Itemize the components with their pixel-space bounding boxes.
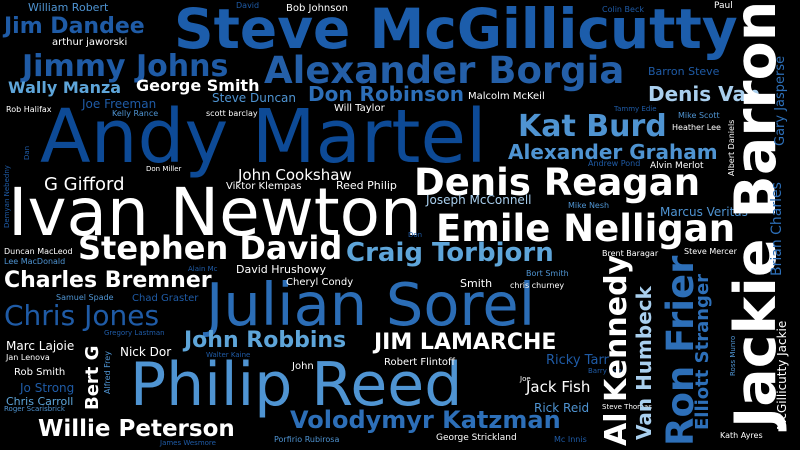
cloud-word: Wally Manza — [8, 78, 122, 97]
cloud-word: Steve Duncan — [212, 91, 297, 105]
cloud-word-vertical: Ross Munro — [729, 335, 737, 376]
cloud-word: Chris Carroll — [6, 395, 74, 408]
cloud-word: Chris Jones — [4, 299, 160, 332]
cloud-word: Barry Lane — [588, 367, 627, 375]
cloud-word: Mike Nesh — [568, 201, 610, 210]
cloud-word: Mc Innis — [554, 435, 587, 444]
cloud-word: Jim Dandee — [4, 14, 145, 39]
cloud-word: Don — [408, 231, 423, 239]
cloud-word: Gregory Lastman — [104, 329, 165, 337]
cloud-word: Charles Bremner — [4, 268, 212, 293]
cloud-word: Rob Halifax — [6, 105, 52, 114]
cloud-word: Alexander Graham — [508, 140, 718, 164]
cloud-word: George Smith — [136, 76, 260, 95]
cloud-word: Steve McGillicutty — [174, 0, 738, 61]
cloud-word: Ricky Tarr — [546, 353, 609, 368]
cloud-word: Craig Torbjorn — [346, 238, 554, 268]
cloud-word: Lee MacDonald — [4, 257, 66, 266]
cloud-word: Paul — [714, 1, 733, 11]
cloud-word-vertical: Dan — [23, 145, 31, 160]
cloud-word-vertical: Elliott Stranger — [692, 273, 713, 430]
cloud-word: Heather Lee — [672, 123, 721, 132]
cloud-word: Willie Peterson — [38, 416, 235, 442]
cloud-word: scott barclay — [206, 109, 258, 118]
cloud-word: Smith — [460, 277, 493, 290]
cloud-word: Jo Strong — [20, 381, 75, 395]
cloud-word: Kath Ayres — [720, 431, 763, 440]
cloud-word: Will Taylor — [334, 103, 385, 114]
cloud-word: Jimmy Johns — [22, 49, 229, 84]
cloud-word: Steve Mercer — [684, 247, 737, 256]
cloud-word: Jack Fish — [526, 378, 591, 396]
cloud-word-vertical: Van Humbeck — [632, 286, 656, 440]
cloud-word: John Robbins — [184, 328, 347, 353]
cloud-word: Emile Nelligan — [436, 207, 736, 250]
cloud-word: Roger Scarisbrick — [4, 405, 65, 413]
cloud-word: John — [292, 361, 314, 372]
cloud-word: Samuel Spade — [56, 293, 114, 302]
cloud-word: Steve Thomas — [602, 403, 652, 411]
cloud-word: Philip Reed — [130, 350, 463, 420]
cloud-word: Alexander Borgia — [264, 49, 625, 92]
cloud-word: Duncan MacLeod — [4, 247, 73, 256]
cloud-word: William Robert — [28, 1, 109, 14]
cloud-word: Joe — [520, 375, 531, 383]
cloud-word: Volodymyr Katzman — [290, 406, 561, 434]
cloud-word: Marcus Veritas — [660, 205, 748, 219]
cloud-word-vertical: Gary Jasperse — [773, 55, 788, 146]
cloud-word: Barron Steve — [648, 65, 720, 78]
cloud-word: Rob Smith — [14, 367, 66, 378]
cloud-word: Alvin Merlot — [650, 161, 704, 171]
cloud-word: Bort Smith — [526, 269, 569, 278]
cloud-word: George Strickland — [436, 433, 517, 443]
cloud-word: Julian Sorel — [206, 270, 536, 339]
cloud-word-vertical: McGillicutty Jackie — [775, 320, 789, 430]
cloud-word: Colin Beck — [602, 5, 644, 14]
cloud-word: Porfirio Rubirosa — [274, 435, 340, 444]
cloud-word: Marc Lajoie — [6, 339, 75, 353]
cloud-word: G Gifford — [44, 174, 125, 195]
cloud-word: Brent Baragar — [602, 249, 659, 258]
cloud-word: JIM LAMARCHE — [374, 330, 557, 355]
cloud-word: Rick Reid — [534, 401, 590, 415]
cloud-word: Don Miller — [146, 165, 182, 173]
cloud-word-vertical: Demyan Nebedny — [3, 165, 11, 228]
cloud-word: Kelly Rance — [112, 109, 159, 118]
cloud-word: Denis Van — [648, 82, 761, 106]
cloud-word: Kat Burd — [518, 109, 667, 144]
cloud-word-vertical: Brian Charles — [769, 182, 785, 276]
cloud-word: John Cookshaw — [238, 166, 352, 184]
cloud-word: James Wesmore — [160, 439, 216, 447]
cloud-word: Denis Reagan — [414, 161, 701, 204]
cloud-word: Robert Flintoff — [384, 357, 455, 368]
cloud-word: chris churney — [510, 281, 565, 290]
cloud-word: Reed Philip — [336, 179, 397, 192]
cloud-word: Andy Martel — [40, 94, 487, 180]
cloud-word: Alain Mc — [188, 265, 218, 273]
cloud-word: Viktor Klempas — [226, 181, 302, 192]
cloud-word: Joseph McConnell — [426, 193, 532, 207]
cloud-word-vertical: Al Kennedy — [599, 254, 634, 446]
cloud-word-vertical: Bert G — [82, 345, 103, 410]
cloud-word: Joe Freeman — [82, 97, 157, 111]
cloud-word: Jan Lenova — [6, 353, 50, 362]
cloud-word: Don Robinson — [308, 82, 464, 106]
cloud-word: Malcolm McKeil — [468, 91, 545, 102]
cloud-word: David — [236, 1, 260, 10]
cloud-word: Cheryl Condy — [286, 277, 354, 288]
cloud-word: Andrew Pond — [588, 159, 641, 168]
cloud-word: Stephen David — [78, 229, 343, 267]
cloud-word: Chad Graster — [132, 293, 199, 304]
cloud-word: Ivan Newton — [8, 174, 422, 251]
cloud-word: Bob Johnson — [286, 3, 348, 14]
cloud-word: arthur jaworski — [52, 37, 128, 48]
cloud-word: Walter Kaine — [206, 351, 251, 359]
cloud-word: Mike Scott — [678, 111, 720, 120]
cloud-word-vertical: Albert Daniels — [727, 119, 736, 176]
cloud-word: David Hrushowy — [236, 263, 326, 276]
cloud-word: Tammy Edie — [614, 105, 657, 113]
cloud-word: Nick Dor — [120, 345, 172, 359]
cloud-word-vertical: Alfred Frey — [103, 351, 112, 394]
